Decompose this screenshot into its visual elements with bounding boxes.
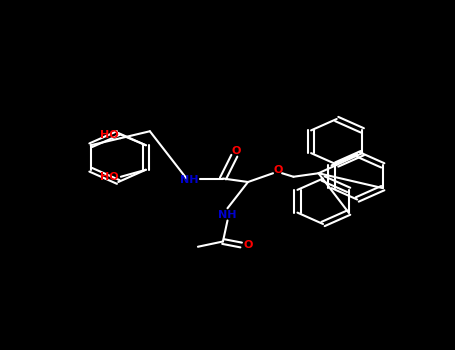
Text: HO: HO [100, 172, 119, 182]
Text: O: O [243, 240, 253, 250]
Text: NH: NH [180, 175, 198, 185]
Text: NH: NH [218, 210, 237, 220]
Text: O: O [274, 165, 283, 175]
Text: HO: HO [100, 130, 119, 140]
Text: O: O [232, 146, 241, 155]
